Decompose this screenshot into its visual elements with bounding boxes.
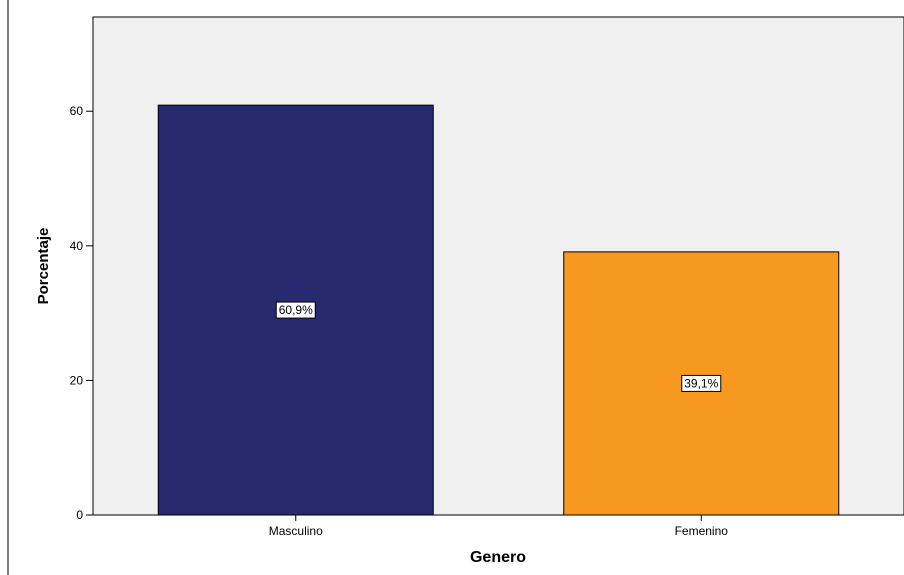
y-tick-label: 40 bbox=[70, 239, 84, 253]
y-tick-label: 60 bbox=[70, 104, 84, 118]
y-tick-label: 20 bbox=[70, 373, 84, 387]
data-label: 39,1% bbox=[684, 376, 718, 390]
x-axis-title: Genero bbox=[470, 549, 526, 566]
x-axis-ticks: Masculino Femenino bbox=[269, 515, 729, 538]
bar-masculino bbox=[157, 104, 434, 516]
data-label-box bbox=[275, 301, 316, 319]
y-axis-ticks: 0 20 40 60 bbox=[70, 104, 93, 522]
data-label-box bbox=[681, 374, 722, 392]
data-label: 60,9% bbox=[279, 303, 313, 317]
y-tick-label: 0 bbox=[76, 508, 83, 522]
x-tick-label: Femenino bbox=[675, 524, 729, 538]
x-tick-label: Masculino bbox=[269, 524, 323, 538]
bars: 60,9% 39,1% bbox=[157, 104, 840, 516]
y-axis-title: Porcentaje bbox=[35, 228, 52, 305]
